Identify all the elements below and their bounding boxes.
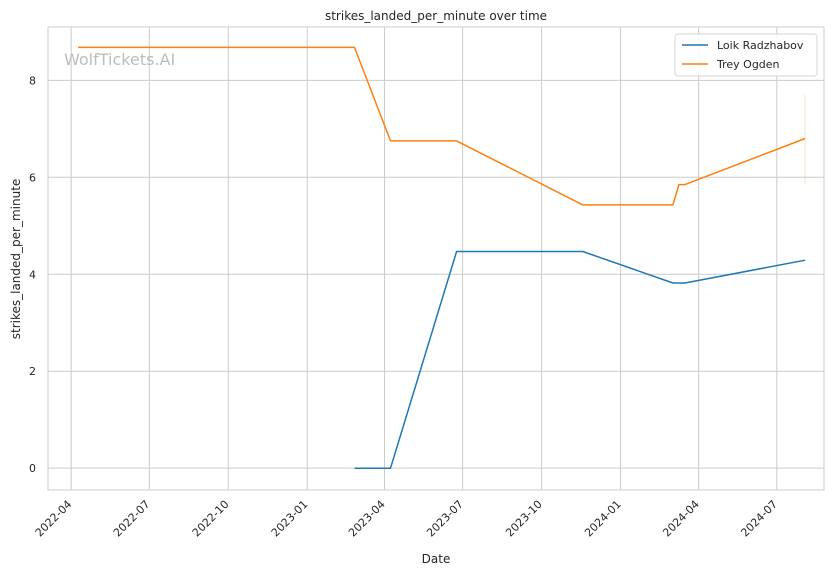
- x-tick-label: 2024-07: [738, 498, 780, 540]
- y-tick-label: 4: [29, 268, 36, 281]
- y-axis-label: strikes_landed_per_minute: [9, 179, 23, 340]
- y-tick-label: 0: [29, 462, 36, 475]
- series-line-1: [78, 46, 806, 206]
- legend-box: [674, 33, 818, 77]
- y-tick-label: 6: [29, 171, 36, 184]
- x-tick-label: 2023-04: [346, 498, 388, 540]
- x-tick-label: 2022-07: [111, 498, 153, 540]
- x-tick-label: 2022-04: [33, 498, 75, 540]
- legend-entry: Loik Radzhabov: [717, 39, 804, 52]
- x-tick-label: 2024-04: [660, 498, 702, 540]
- x-tick-label: 2024-01: [582, 498, 624, 540]
- legend: Loik Radzhabov Trey Ogden: [674, 33, 818, 77]
- series-line-0: [354, 250, 806, 469]
- grid: [48, 27, 824, 490]
- x-tick-label: 2023-07: [424, 498, 466, 540]
- watermark: WolfTickets.AI: [64, 50, 175, 69]
- chart-title: strikes_landed_per_minute over time: [325, 9, 547, 23]
- y-tick-label: 2: [29, 365, 36, 378]
- y-tick-label: 8: [29, 74, 36, 87]
- x-tick-labels: 2022-04 2022-07 2022-10 2023-01 2023-04 2023-…: [33, 498, 780, 540]
- series-layer: [78, 46, 806, 469]
- plot-frame: [47, 26, 825, 491]
- x-tick-label: 2023-01: [269, 498, 311, 540]
- x-tick-label: 2023-10: [503, 498, 545, 540]
- plot-background: [48, 27, 824, 490]
- x-axis-label: Date: [422, 552, 451, 566]
- y-tick-labels: 0 2 4 6 8: [29, 74, 36, 475]
- x-tick-label: 2022-10: [190, 498, 232, 540]
- legend-entry: Trey Ogden: [716, 58, 780, 71]
